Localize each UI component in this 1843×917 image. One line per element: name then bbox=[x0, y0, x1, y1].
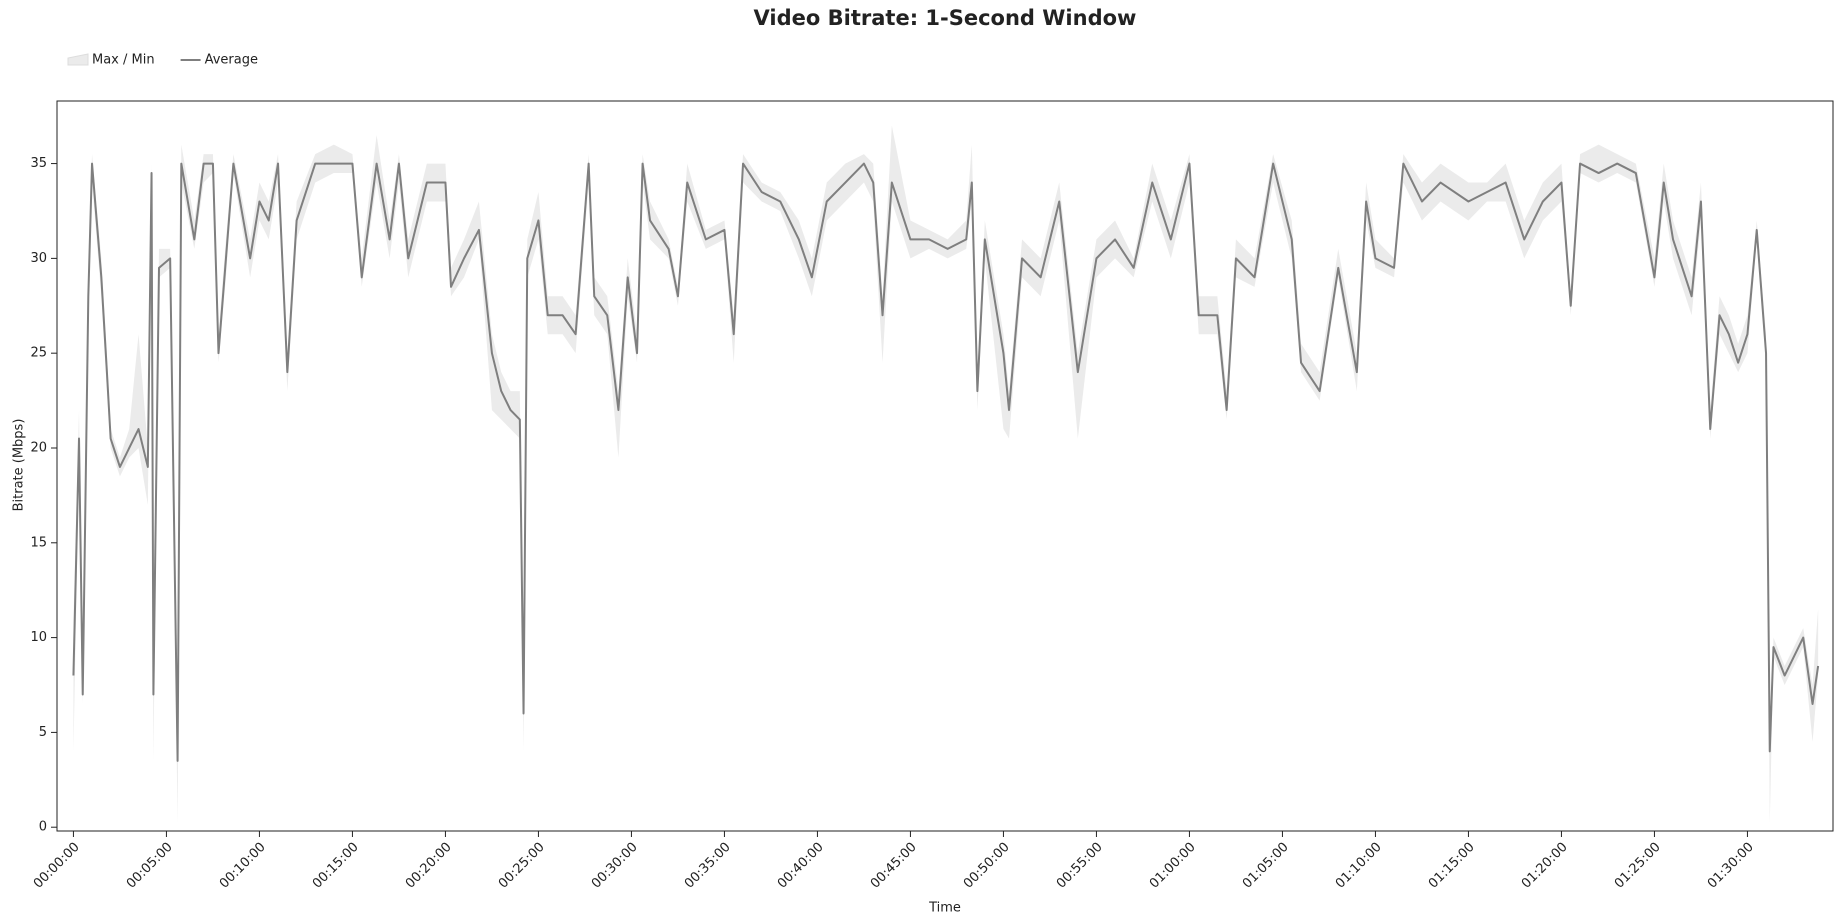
x-tick-label: 01:10:00 bbox=[1333, 840, 1385, 892]
x-tick-label: 01:00:00 bbox=[1147, 840, 1199, 892]
x-tick-label: 01:20:00 bbox=[1519, 840, 1571, 892]
x-tick-label: 00:45:00 bbox=[868, 840, 920, 892]
legend-swatch bbox=[67, 53, 89, 66]
x-tick-label: 01:25:00 bbox=[1612, 840, 1664, 892]
y-tick-label: 0 bbox=[39, 820, 47, 835]
x-tick-label: 00:35:00 bbox=[682, 840, 734, 892]
x-tick-label: 00:10:00 bbox=[217, 840, 269, 892]
x-tick-label: 00:55:00 bbox=[1054, 840, 1106, 892]
x-tick-label: 01:05:00 bbox=[1240, 840, 1292, 892]
y-tick-label: 15 bbox=[30, 535, 47, 550]
max-min-band bbox=[73, 125, 1819, 824]
x-axis-title: Time bbox=[928, 901, 961, 916]
x-tick-label: 00:20:00 bbox=[403, 840, 455, 892]
x-tick-label: 00:15:00 bbox=[310, 840, 362, 892]
y-tick-label: 20 bbox=[30, 440, 47, 455]
x-tick-label: 00:30:00 bbox=[589, 840, 641, 892]
x-tick-label: 01:30:00 bbox=[1705, 840, 1757, 892]
y-tick-label: 10 bbox=[30, 630, 47, 645]
y-tick-label: 5 bbox=[39, 725, 47, 740]
y-tick-label: 25 bbox=[30, 346, 47, 361]
y-axis-title: Bitrate (Mbps) bbox=[12, 419, 27, 512]
x-tick-label: 00:00:00 bbox=[31, 840, 83, 892]
plot-frame bbox=[56, 100, 1834, 832]
y-tick-label: 30 bbox=[30, 251, 47, 266]
x-tick-label: 00:25:00 bbox=[496, 840, 548, 892]
x-tick-label: 01:15:00 bbox=[1426, 840, 1478, 892]
x-tick-label: 00:40:00 bbox=[775, 840, 827, 892]
legend-label: Average bbox=[205, 53, 258, 68]
x-tick-label: 00:50:00 bbox=[961, 840, 1013, 892]
y-tick-label: 35 bbox=[30, 156, 47, 171]
average-line bbox=[72, 162, 1820, 762]
legend-label: Max / Min bbox=[92, 53, 155, 68]
x-tick-label: 00:05:00 bbox=[124, 840, 176, 892]
chart-title: Video Bitrate: 1-Second Window bbox=[754, 6, 1137, 30]
